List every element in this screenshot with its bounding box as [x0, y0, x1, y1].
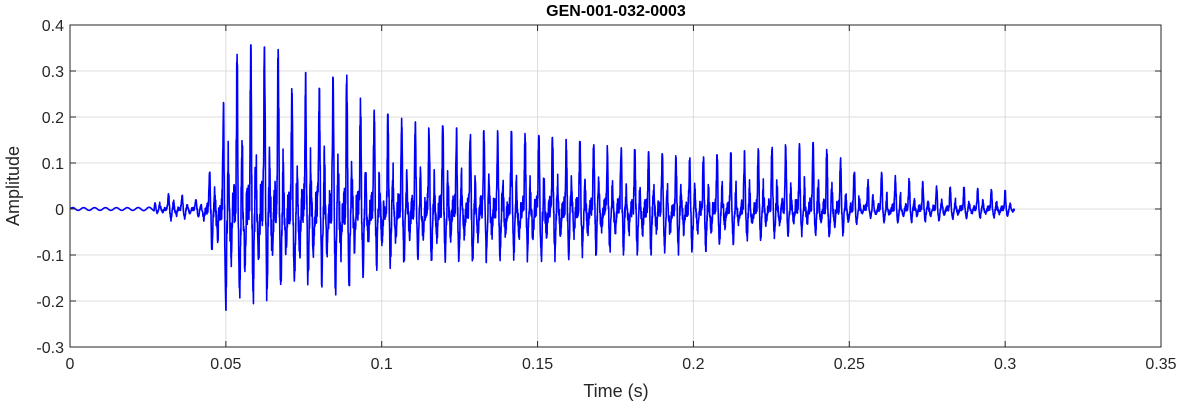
y-tick-label: -0.1 — [36, 248, 64, 265]
x-axis-label: Time (s) — [583, 381, 648, 401]
chart-title: GEN-001-032-0003 — [546, 3, 686, 20]
y-tick-label: 0.1 — [42, 156, 64, 173]
x-tick-label: 0.3 — [994, 356, 1016, 373]
x-tick-label: 0.35 — [1145, 356, 1176, 373]
x-tick-label: 0.1 — [371, 356, 393, 373]
series-line — [69, 44, 1016, 311]
y-tick-label: 0 — [55, 202, 64, 219]
plot-series — [69, 44, 1016, 311]
y-tick-label: -0.3 — [36, 340, 64, 357]
y-axis-label: Amplitude — [3, 146, 23, 226]
y-tick-label: -0.2 — [36, 294, 64, 311]
x-tick-label: 0.05 — [210, 356, 241, 373]
axes-box — [69, 24, 1162, 348]
y-tick-label: 0.4 — [42, 18, 64, 35]
y-tick-labels: -0.3 -0.2 -0.1 0 0.1 0.2 0.3 0.4 — [36, 18, 64, 357]
y-tick-label: 0.2 — [42, 110, 64, 127]
y-tick-label: 0.3 — [42, 64, 64, 81]
x-tick-label: 0 — [66, 356, 75, 373]
tick-marks — [69, 24, 1162, 348]
x-tick-label: 0.2 — [682, 356, 704, 373]
x-tick-label: 0.15 — [522, 356, 553, 373]
x-tick-label: 0.25 — [834, 356, 865, 373]
x-tick-labels: 0 0.05 0.1 0.15 0.2 0.25 0.3 0.35 — [66, 356, 1177, 373]
